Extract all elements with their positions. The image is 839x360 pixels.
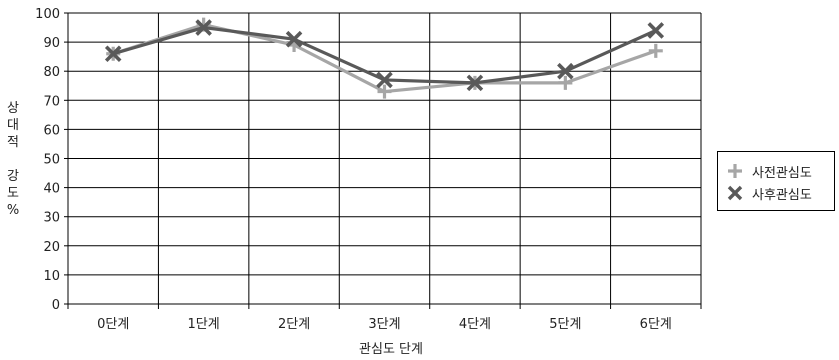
y-axis-label: 상 대 적 강 도 % [2, 100, 24, 219]
series-line [112, 25, 657, 85]
data-point [104, 45, 122, 63]
y-axis-label-line: % [6, 203, 20, 218]
y-axis-label-line: 상 [7, 101, 19, 116]
x-marker-icon [727, 185, 743, 201]
legend: 사전관심도 사후관심도 [717, 151, 835, 211]
x-tick-label: 0단계 [97, 317, 129, 332]
y-axis-label-line: 도 [7, 186, 19, 201]
y-tick-label: 30 [43, 211, 60, 226]
data-point [376, 71, 393, 89]
data-point [195, 19, 212, 36]
x-tick-label: 6단계 [640, 317, 672, 332]
y-tick-labels: 0 10 20 30 40 50 60 70 80 90 100 [35, 7, 60, 313]
x-axis-label: 관심도 단계 [359, 342, 423, 357]
legend-label: 사후관심도 [752, 187, 812, 203]
y-tick-label: 60 [43, 123, 60, 138]
y-tick-label: 0 [52, 298, 60, 313]
x-tick-labels: 0단계 1단계 2단계 3단계 4단계 5단계 6단계 [97, 317, 672, 332]
legend-item-post: 사후관심도 [726, 183, 812, 203]
x-tick-label: 4단계 [459, 317, 491, 332]
x-tick-label: 5단계 [549, 317, 581, 332]
data-point [648, 43, 663, 58]
grid-lines [67, 12, 702, 305]
y-tick-label: 70 [43, 94, 60, 109]
data-point [285, 30, 303, 48]
y-axis-label-gap [2, 151, 24, 168]
y-tick-label: 90 [43, 36, 60, 51]
y-tick-label: 20 [43, 240, 60, 255]
data-point [466, 74, 484, 92]
x-tick-label: 2단계 [278, 317, 310, 332]
plus-marker-icon [728, 164, 742, 178]
legend-label: 사전관심도 [752, 165, 812, 181]
data-point [558, 75, 573, 90]
y-tick-label: 50 [43, 153, 60, 168]
y-axis-label-line: 적 [7, 135, 19, 150]
axes [64, 12, 702, 309]
y-tick-label: 10 [43, 269, 60, 284]
x-tick-label: 3단계 [368, 317, 400, 332]
x-tick-label: 1단계 [188, 317, 220, 332]
data-point [647, 22, 665, 39]
y-tick-label: 80 [43, 65, 60, 80]
y-axis-label-line: 강 [7, 169, 19, 184]
legend-item-pre: 사전관심도 [726, 161, 812, 181]
data-point [557, 62, 574, 80]
series-lines [104, 17, 665, 99]
y-tick-label: 100 [35, 7, 60, 22]
y-tick-label: 40 [43, 182, 60, 197]
y-axis-label-line: 대 [7, 118, 19, 133]
data-point [377, 84, 392, 99]
